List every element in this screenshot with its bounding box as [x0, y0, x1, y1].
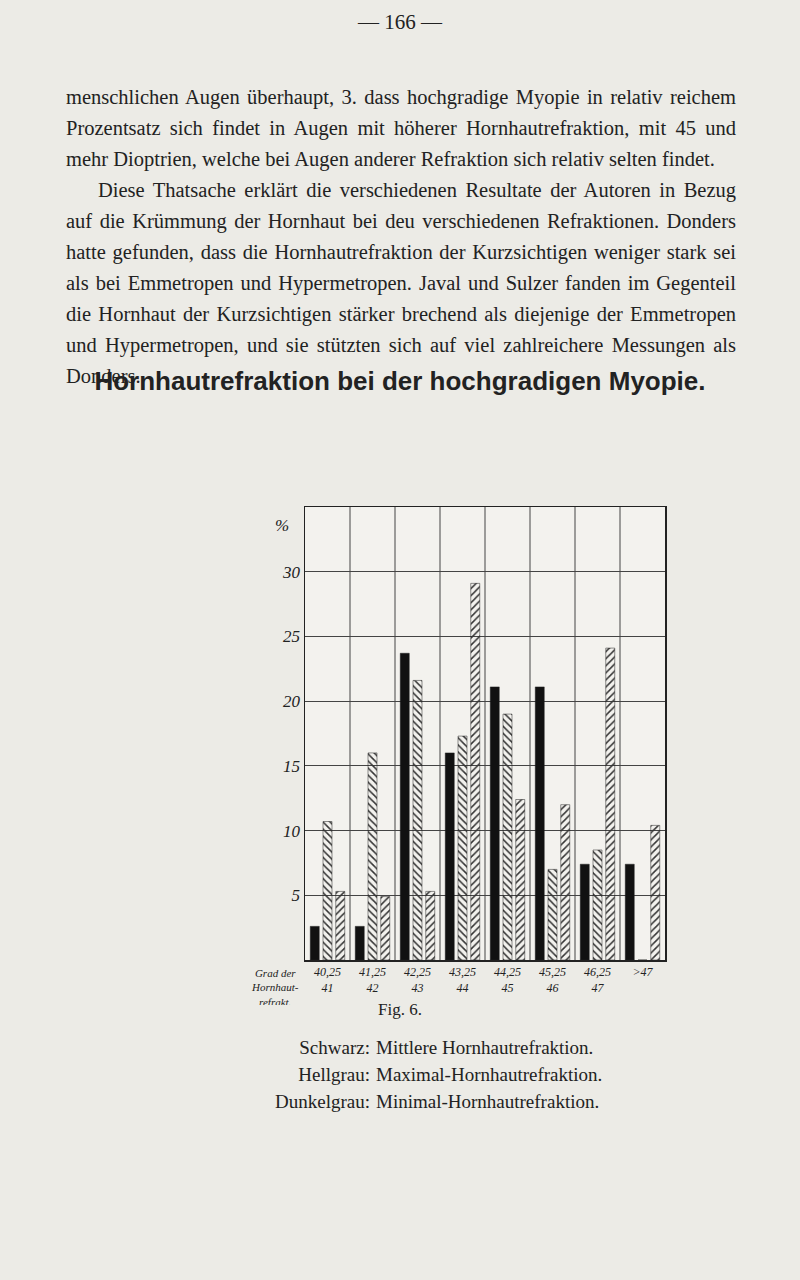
html-text:Schwarz: Mittlere Hornhautrefr: Schwarz: Mittlere Hornhautrefraktion.: [299, 1037, 594, 1058]
svg-text:40,2541: 40,2541: [314, 965, 341, 995]
html-text:— 166 —: — 166 —: [358, 10, 442, 34]
svg-text:43,2544: 43,2544: [449, 965, 476, 995]
html-text:Diese Thatsache erklärt die ve: Diese Thatsache erklärt die verschiedene…: [66, 179, 736, 387]
svg-text:41,2542: 41,2542: [359, 965, 386, 995]
svg-text:46,2547: 46,2547: [584, 965, 611, 995]
html-text:Hellgrau: Maximal-Hornhautrefr: Hellgrau: Maximal-Hornhautrefraktion.: [298, 1064, 603, 1085]
html-text:Fig. 6.: Fig. 6.: [378, 1000, 422, 1019]
svg-text:30: 30: [282, 563, 301, 582]
html-text:Dunkelgrau: Minimal-Hornhautre: Dunkelgrau: Minimal-Hornhautrefraktion.: [275, 1091, 600, 1112]
svg-text:>47: >47: [632, 965, 653, 979]
svg-text:44,2545: 44,2545: [494, 965, 521, 995]
html-text:menschlichen Augen überhaupt,: menschlichen Augen überhaupt, 3. dass ho…: [66, 86, 736, 170]
svg-text:5: 5: [292, 886, 301, 905]
svg-text:15: 15: [283, 757, 300, 776]
svg-text:10: 10: [283, 822, 301, 841]
html-text:Hornhautrefraktion bei der hoc: Hornhautrefraktion bei der hochgradigen …: [94, 366, 706, 396]
svg-text:Grad derHornhaut-refrakt.: Grad derHornhaut-refrakt.: [251, 967, 299, 1005]
svg-text:%: %: [275, 516, 289, 535]
svg-text:45,2546: 45,2546: [539, 965, 566, 995]
svg-text:25: 25: [283, 627, 300, 646]
svg-text:20: 20: [283, 692, 301, 711]
svg-text:42,2543: 42,2543: [404, 965, 431, 995]
